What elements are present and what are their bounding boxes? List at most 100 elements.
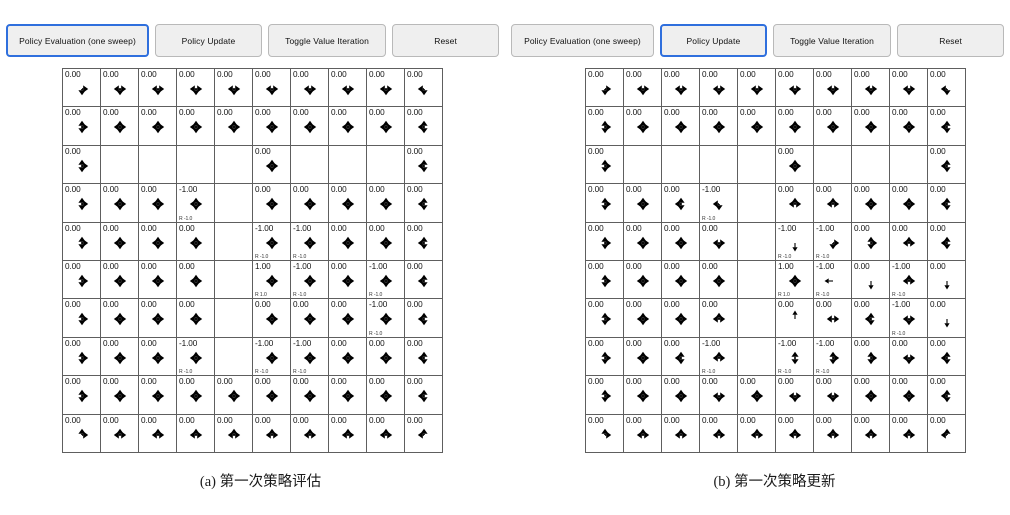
grid-cell[interactable]: 0.00 bbox=[138, 183, 177, 223]
grid-cell[interactable]: 0.00 bbox=[328, 106, 367, 146]
policy-evaluation-button[interactable]: Policy Evaluation (one sweep) bbox=[511, 24, 654, 57]
grid-cell[interactable]: 0.00 bbox=[100, 413, 139, 453]
grid-cell[interactable]: 0.00 bbox=[699, 298, 738, 338]
grid-cell[interactable]: 0.00 bbox=[889, 106, 928, 146]
grid-cell[interactable]: 0.00 bbox=[661, 336, 700, 377]
grid-cell[interactable]: 0.00 bbox=[927, 298, 966, 338]
grid-cell[interactable]: 0.00 bbox=[699, 259, 738, 300]
grid-cell[interactable]: 0.00 bbox=[623, 106, 662, 146]
grid-cell[interactable]: 0.00 bbox=[328, 183, 367, 223]
grid-cell[interactable]: 0.00 bbox=[851, 106, 890, 146]
toggle-value-iteration-button[interactable]: Toggle Value Iteration bbox=[267, 24, 387, 57]
grid-cell[interactable]: 0.00 bbox=[138, 336, 177, 377]
grid-cell[interactable]: 0.00 bbox=[813, 67, 852, 108]
grid-cell[interactable]: 0.00 bbox=[404, 259, 443, 300]
grid-cell[interactable]: 0.00 bbox=[290, 298, 329, 338]
grid-cell-reward-negative[interactable]: -1.00 R -1.0 bbox=[699, 183, 738, 223]
grid-cell[interactable]: 0.00 bbox=[775, 67, 814, 108]
grid-cell[interactable]: 0.00 bbox=[290, 413, 329, 453]
grid-cell[interactable]: 0.00 bbox=[366, 221, 405, 261]
grid-cell[interactable]: 0.00 bbox=[623, 336, 662, 377]
grid-cell[interactable]: 0.00 bbox=[623, 298, 662, 338]
grid-cell-reward-negative[interactable]: -1.00 R -1.0 bbox=[252, 221, 291, 261]
grid-cell[interactable]: 0.00 bbox=[290, 375, 329, 415]
reset-button[interactable]: Reset bbox=[897, 24, 1004, 57]
grid-cell[interactable]: 0.00 bbox=[585, 106, 624, 146]
grid-cell[interactable]: 0.00 bbox=[138, 221, 177, 261]
grid-cell[interactable]: 0.00 bbox=[366, 67, 405, 108]
grid-cell[interactable]: 0.00 bbox=[661, 183, 700, 223]
grid-cell[interactable]: 0.00 bbox=[813, 375, 852, 415]
grid-cell[interactable]: 0.00 bbox=[585, 259, 624, 300]
grid-cell[interactable]: 0.00 bbox=[100, 221, 139, 261]
grid-cell[interactable]: 0.00 bbox=[62, 413, 101, 453]
grid-cell[interactable]: 0.00 bbox=[851, 183, 890, 223]
grid-cell[interactable]: 0.00 bbox=[737, 413, 776, 453]
grid-cell[interactable]: 0.00 bbox=[661, 375, 700, 415]
grid-cell[interactable]: 0.00 bbox=[737, 67, 776, 108]
grid-cell[interactable]: 0.00 bbox=[404, 298, 443, 338]
gridworld-b[interactable]: 0.00 0.00 0.00 0.00 0.00 0.00 0.00 0.00 0.00 0.00… bbox=[585, 67, 966, 453]
grid-cell[interactable]: 0.00 bbox=[176, 413, 215, 453]
grid-cell[interactable]: 0.00 bbox=[100, 67, 139, 108]
grid-cell[interactable]: 0.00 bbox=[889, 67, 928, 108]
grid-cell[interactable]: 0.00 bbox=[927, 106, 966, 146]
grid-cell-reward-negative[interactable]: -1.00 R -1.0 bbox=[775, 336, 814, 377]
grid-cell[interactable]: 0.00 bbox=[851, 413, 890, 453]
grid-cell[interactable]: 0.00 bbox=[737, 375, 776, 415]
grid-cell[interactable]: 0.00 bbox=[623, 67, 662, 108]
grid-cell[interactable]: 0.00 bbox=[100, 336, 139, 377]
grid-cell[interactable]: 0.00 bbox=[404, 221, 443, 261]
grid-cell[interactable]: 0.00 bbox=[138, 259, 177, 300]
grid-cell[interactable]: 0.00 bbox=[404, 413, 443, 453]
grid-cell[interactable]: 0.00 bbox=[813, 106, 852, 146]
grid-cell-reward-negative[interactable]: -1.00 R -1.0 bbox=[290, 336, 329, 377]
grid-cell[interactable]: 0.00 bbox=[252, 298, 291, 338]
gridworld-a[interactable]: 0.00 0.00 0.00 0.00 0.00 0.00 0.00 0.00 0.00 0.00… bbox=[62, 67, 443, 453]
grid-cell[interactable]: 0.00 bbox=[328, 375, 367, 415]
grid-cell[interactable]: 0.00 bbox=[851, 259, 890, 300]
grid-cell-reward-negative[interactable]: -1.00 R -1.0 bbox=[889, 298, 928, 338]
grid-cell[interactable]: 0.00 bbox=[62, 375, 101, 415]
grid-cell[interactable]: 0.00 bbox=[62, 183, 101, 223]
grid-cell[interactable]: 0.00 bbox=[851, 375, 890, 415]
grid-cell[interactable]: 0.00 bbox=[404, 67, 443, 108]
grid-cell[interactable]: 0.00 bbox=[661, 67, 700, 108]
grid-cell[interactable]: 0.00 bbox=[851, 221, 890, 261]
grid-cell[interactable]: 0.00 bbox=[404, 336, 443, 377]
grid-cell[interactable]: 0.00 bbox=[252, 413, 291, 453]
grid-cell[interactable]: 0.00 bbox=[927, 144, 966, 185]
grid-cell[interactable]: 0.00 bbox=[290, 67, 329, 108]
grid-cell[interactable]: 0.00 bbox=[585, 183, 624, 223]
grid-cell[interactable]: 0.00 bbox=[775, 375, 814, 415]
grid-cell[interactable]: 0.00 bbox=[661, 106, 700, 146]
grid-cell[interactable]: 0.00 bbox=[889, 375, 928, 415]
grid-cell[interactable]: 0.00 bbox=[62, 221, 101, 261]
grid-cell-reward-negative[interactable]: -1.00 R -1.0 bbox=[176, 336, 215, 377]
grid-cell-reward-negative[interactable]: -1.00 R -1.0 bbox=[813, 259, 852, 300]
grid-cell[interactable]: 0.00 bbox=[699, 375, 738, 415]
grid-cell[interactable]: 0.00 bbox=[290, 183, 329, 223]
grid-cell[interactable]: 0.00 bbox=[889, 183, 928, 223]
grid-cell[interactable]: 0.00 bbox=[176, 375, 215, 415]
grid-cell[interactable]: 0.00 bbox=[176, 259, 215, 300]
grid-cell[interactable]: 0.00 bbox=[927, 375, 966, 415]
grid-cell-reward-negative[interactable]: -1.00 R -1.0 bbox=[366, 298, 405, 338]
grid-cell[interactable]: 0.00 bbox=[699, 413, 738, 453]
grid-cell-reward-positive[interactable]: 1.00 R 1.0 bbox=[252, 259, 291, 300]
toggle-value-iteration-button[interactable]: Toggle Value Iteration bbox=[772, 24, 892, 57]
grid-cell[interactable]: 0.00 bbox=[176, 298, 215, 338]
grid-cell[interactable]: 0.00 bbox=[214, 106, 253, 146]
grid-cell-reward-negative[interactable]: -1.00 R -1.0 bbox=[290, 221, 329, 261]
grid-cell[interactable]: 0.00 bbox=[623, 183, 662, 223]
grid-cell[interactable]: 0.00 bbox=[214, 413, 253, 453]
grid-cell-reward-negative[interactable]: -1.00 R -1.0 bbox=[813, 336, 852, 377]
grid-cell-reward-negative[interactable]: -1.00 R -1.0 bbox=[252, 336, 291, 377]
grid-cell[interactable]: 0.00 bbox=[813, 298, 852, 338]
grid-cell[interactable]: 0.00 bbox=[851, 67, 890, 108]
grid-cell[interactable]: 0.00 bbox=[927, 67, 966, 108]
grid-cell[interactable]: 0.00 bbox=[661, 221, 700, 261]
grid-cell[interactable]: 0.00 bbox=[699, 106, 738, 146]
grid-cell[interactable]: 0.00 bbox=[100, 183, 139, 223]
grid-cell-reward-negative[interactable]: -1.00 R -1.0 bbox=[699, 336, 738, 377]
